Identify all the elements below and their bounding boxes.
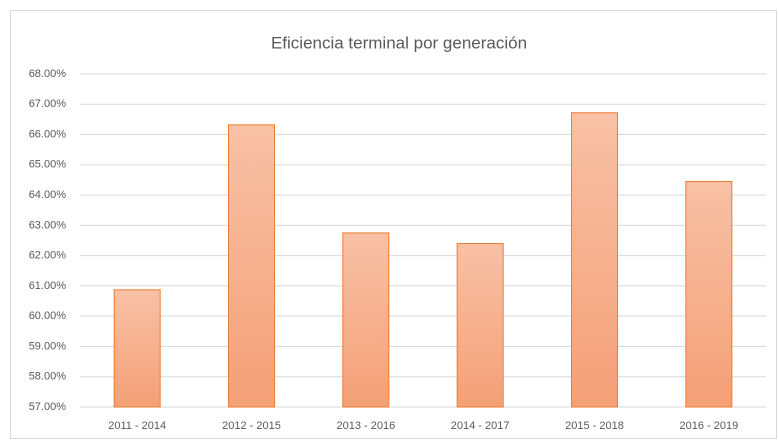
y-tick-label: 67.00% — [29, 98, 67, 110]
bar — [342, 232, 390, 408]
y-tick-label: 66.00% — [29, 128, 67, 140]
y-tick-label: 65.00% — [29, 159, 67, 171]
x-tick-label: 2014 - 2017 — [451, 420, 510, 432]
bar — [228, 124, 275, 408]
y-tick-label: 59.00% — [29, 340, 67, 352]
bar — [571, 112, 618, 408]
chart-title: Eficiencia terminal por generación — [271, 33, 527, 52]
y-tick-label: 61.00% — [29, 280, 67, 292]
x-tick-label: 2012 - 2015 — [222, 420, 281, 432]
x-tick-label: 2015 - 2018 — [565, 420, 624, 432]
x-tick-label: 2013 - 2016 — [336, 420, 395, 432]
x-tick-label: 2016 - 2019 — [679, 420, 738, 432]
bar — [113, 289, 161, 408]
y-tick-label: 60.00% — [29, 310, 67, 322]
y-tick-label: 57.00% — [29, 401, 67, 413]
y-tick-label: 64.00% — [29, 189, 67, 201]
bar — [456, 243, 504, 408]
y-tick-label: 62.00% — [29, 250, 67, 262]
y-tick-label: 63.00% — [29, 219, 67, 231]
x-tick-label: 2011 - 2014 — [108, 420, 166, 432]
bar — [685, 180, 733, 408]
y-tick-label: 68.00% — [29, 68, 67, 80]
y-tick-label: 58.00% — [29, 371, 67, 383]
